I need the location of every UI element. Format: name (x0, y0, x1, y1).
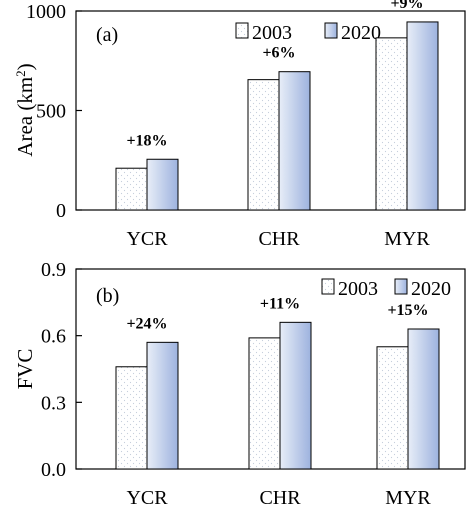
bar-2003-MYR (375, 37, 408, 211)
legend-label-2003: 2003 (338, 278, 378, 300)
panel-a-legend: 2003 2020 (235, 22, 381, 44)
y-tick-label: 0 (56, 200, 66, 222)
legend-swatch-2020 (394, 278, 408, 295)
y-tick-label: 0.0 (41, 459, 66, 481)
legend-swatch-2003 (235, 22, 249, 39)
y-tick-label: 500 (36, 101, 66, 123)
change-annotation-YCR: +24% (126, 315, 167, 332)
y-tick-label: 0.3 (41, 392, 66, 414)
legend-swatch-2020 (324, 22, 338, 39)
bar-2020-CHR (278, 71, 311, 211)
bar-2003-MYR (376, 346, 409, 470)
bar-2003-YCR (115, 366, 148, 470)
bar-2003-CHR (247, 79, 280, 211)
panel-b: (b) FVC 2003 2020 0.0 0.3 0.6 0.9 +24% YCR +11… (13, 259, 466, 509)
bar-2020-YCR (146, 341, 179, 470)
x-category-label-YCR: YCR (126, 487, 168, 507)
x-category-label-YCR: YCR (126, 228, 168, 250)
bar-2020-MYR (406, 21, 439, 211)
panel-b-y-axis-title: FVC (13, 349, 37, 390)
panel-b-legend: 2003 2020 (321, 278, 451, 300)
change-annotation-CHR: +11% (260, 295, 300, 312)
bar-2003-YCR (115, 167, 148, 211)
y-tick-label: 0.9 (41, 259, 66, 281)
legend-label-2020: 2020 (411, 278, 451, 300)
change-annotation-CHR: +6% (262, 45, 295, 62)
bar-2003-CHR (248, 337, 281, 470)
change-annotation-MYR: +15% (387, 302, 428, 319)
legend-label-2020: 2020 (341, 22, 381, 44)
bar-2020-YCR (146, 158, 179, 211)
panel-a-label: (a) (96, 24, 118, 46)
legend-label-2003: 2003 (252, 22, 292, 44)
legend-swatch-2003 (321, 278, 335, 295)
panel-b-label: (b) (96, 285, 119, 307)
y-tick-label: 0.6 (41, 326, 66, 348)
x-category-label-CHR: CHR (258, 228, 300, 250)
x-category-label-MYR: MYR (384, 228, 430, 250)
y-tick-label: 1000 (26, 1, 66, 23)
change-annotation-MYR: +9% (390, 0, 423, 12)
bar-2020-MYR (407, 328, 440, 470)
x-category-label-MYR: MYR (385, 487, 431, 507)
change-annotation-YCR: +18% (126, 132, 167, 149)
panel-a-y-axis-title: Area (km2) (13, 63, 37, 156)
bar-2020-CHR (279, 321, 312, 470)
panel-a: (a) Area (km2) 2003 2020 0 500 1000 +18% YCR… (13, 0, 466, 250)
x-category-label-CHR: CHR (259, 487, 301, 507)
